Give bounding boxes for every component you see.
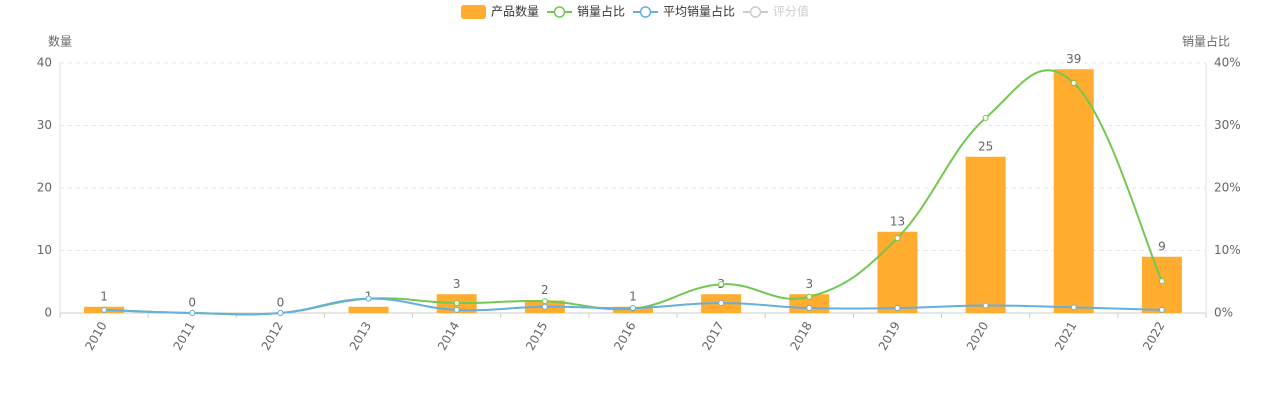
line-point (101, 306, 108, 313)
x-tick-label: 2017 (699, 319, 726, 352)
y-tick-label: 40 (37, 56, 52, 70)
y-tick-label: 0 (44, 306, 52, 320)
y2-tick-label: 40% (1214, 56, 1241, 70)
x-tick-label: 2015 (523, 319, 550, 352)
line-point (541, 303, 548, 310)
x-tick-label: 2019 (876, 319, 903, 352)
y2-tick-label: 30% (1214, 118, 1241, 132)
x-tick-label: 2022 (1140, 319, 1167, 352)
data-label: 1 (629, 289, 637, 303)
line-point (630, 305, 636, 311)
line-point (894, 305, 901, 311)
bar (965, 156, 1006, 313)
x-tick-label: 2016 (611, 319, 638, 352)
data-label: 13 (890, 214, 905, 228)
legend-label[interactable]: 平均销量占比 (663, 4, 735, 19)
y-axis-label: 数量 (48, 34, 72, 49)
data-label: 2 (541, 283, 549, 297)
x-tick-label: 2010 (82, 319, 109, 352)
x-tick-label: 2021 (1052, 319, 1079, 352)
data-label: 0 (188, 296, 196, 310)
legend-swatch (553, 6, 566, 18)
line-point (277, 310, 284, 316)
y2-tick-label: 10% (1214, 243, 1241, 257)
line-point (541, 298, 548, 305)
x-tick-label: 2011 (170, 319, 197, 352)
bar (877, 231, 918, 313)
bar (1053, 69, 1094, 313)
y2-tick-label: 0% (1214, 306, 1233, 320)
y2-tick-label: 20% (1214, 181, 1241, 195)
line-point (982, 115, 989, 121)
line-point (982, 302, 989, 309)
data-label: 25 (978, 139, 993, 153)
data-label: 3 (453, 277, 461, 291)
line-point (718, 300, 725, 306)
x-tick-label: 2014 (435, 319, 462, 352)
data-label: 1 (100, 289, 108, 303)
line-point (453, 306, 460, 313)
bar (348, 306, 389, 313)
legend-label[interactable]: 产品数量 (491, 4, 539, 19)
y-tick-label: 30 (37, 118, 52, 132)
legend-swatch (749, 6, 762, 18)
y-tick-label: 20 (37, 181, 52, 195)
line-point (365, 295, 372, 302)
data-label: 39 (1066, 52, 1081, 66)
data-label: 3 (805, 277, 813, 291)
bar (1141, 256, 1182, 313)
line-point (1158, 278, 1165, 285)
data-label: 9 (1158, 239, 1166, 253)
line-point (894, 235, 901, 241)
line-point (718, 281, 725, 288)
line-point (1158, 306, 1165, 313)
legend-swatch (639, 6, 652, 18)
x-tick-label: 2018 (788, 319, 815, 352)
legend-label[interactable]: 评分值 (773, 4, 809, 19)
legend-swatch (461, 5, 486, 19)
y-tick-label: 10 (37, 243, 52, 257)
x-tick-label: 2012 (259, 319, 286, 352)
legend-label[interactable]: 销量占比 (577, 4, 625, 19)
line-point (1070, 80, 1077, 86)
line-point (806, 293, 813, 300)
line-point (453, 300, 460, 306)
line-point (189, 310, 196, 316)
x-tick-label: 2020 (964, 319, 991, 352)
y2-axis-label: 销量占比 (1182, 34, 1230, 49)
data-label: 0 (277, 296, 285, 310)
line-point (1070, 304, 1077, 311)
x-tick-label: 2013 (347, 319, 374, 352)
line-point (806, 305, 813, 311)
